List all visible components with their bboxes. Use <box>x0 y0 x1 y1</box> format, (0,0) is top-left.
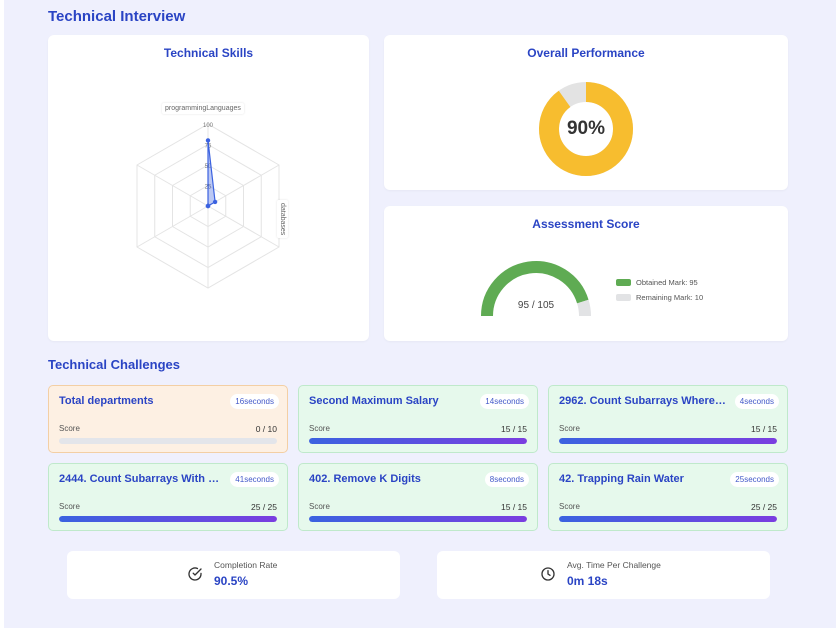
legend-remaining-swatch <box>616 294 631 301</box>
technical-skills-title: Technical Skills <box>163 46 254 60</box>
challenge-card[interactable]: 42. Trapping Rain Water 25seconds Score … <box>548 463 788 531</box>
gauge-obtained-arc <box>481 261 589 317</box>
challenge-score-label: Score <box>59 502 80 511</box>
challenge-card[interactable]: 2962. Count Subarrays Where Max Element … <box>548 385 788 453</box>
challenge-card[interactable]: Second Maximum Salary 14seconds Score 15… <box>298 385 538 453</box>
challenge-title: Second Maximum Salary <box>309 395 439 407</box>
radar-axis-label-programming-languages: programmingLanguages <box>162 103 244 114</box>
challenge-score-label: Score <box>559 424 580 433</box>
challenge-score-label: Score <box>309 502 330 511</box>
challenge-score-label: Score <box>309 424 330 433</box>
completion-rate-value: 90.5% <box>214 574 249 588</box>
page-title: Technical Interview <box>48 8 186 25</box>
challenge-card[interactable]: Total departments 16seconds Score 0 / 10 <box>48 385 288 453</box>
clock-icon <box>541 567 555 581</box>
challenge-score: 15 / 15 <box>751 424 777 434</box>
challenge-time-badge: 14seconds <box>480 394 529 409</box>
page: Technical Interview Technical Skills 100… <box>4 0 836 628</box>
radar-point <box>212 199 218 205</box>
legend-obtained-swatch <box>616 279 631 286</box>
challenge-progress-bar <box>59 438 277 444</box>
avg-time-value: 0m 18s <box>567 574 608 588</box>
avg-time-label: Avg. Time Per Challenge <box>567 560 661 570</box>
assessment-gauge <box>481 261 591 317</box>
challenge-progress-fill <box>309 516 527 522</box>
challenge-time-badge: 16seconds <box>230 394 279 409</box>
assessment-score-value: 95 / 105 <box>517 300 555 311</box>
challenge-card[interactable]: 402. Remove K Digits 8seconds Score 15 /… <box>298 463 538 531</box>
challenge-score-label: Score <box>59 424 80 433</box>
completion-rate-card: Completion Rate 90.5% <box>67 551 400 599</box>
challenge-title: Total departments <box>59 395 154 407</box>
gauge-remaining-arc <box>577 299 591 317</box>
performance-donut <box>539 82 633 176</box>
challenge-score: 25 / 25 <box>751 502 777 512</box>
challenge-title: 2962. Count Subarrays Where Max Element … <box>559 395 727 407</box>
challenge-time-badge: 4seconds <box>734 394 779 409</box>
performance-percent: 90% <box>566 118 606 139</box>
challenge-score-label: Score <box>559 502 580 511</box>
radar-axis-label-databases: databases <box>277 200 288 239</box>
radar-point <box>205 138 211 143</box>
radar-series-area <box>207 140 216 208</box>
challenge-time-badge: 25seconds <box>730 472 779 487</box>
legend-remaining-label: Remaining Mark: 10 <box>636 293 704 302</box>
assessment-score-card: Assessment Score 95 / 105 Obtained Mark:… <box>384 206 788 341</box>
challenge-score: 15 / 15 <box>501 502 527 512</box>
challenge-progress-bar <box>559 516 777 522</box>
technical-challenges-title: Technical Challenges <box>48 357 180 372</box>
challenge-progress-bar <box>309 516 527 522</box>
radar-chart: 100755025 <box>136 123 280 289</box>
completion-rate-label: Completion Rate <box>214 560 278 570</box>
overall-performance-title: Overall Performance <box>527 46 645 60</box>
avg-time-card: Avg. Time Per Challenge 0m 18s <box>437 551 770 599</box>
check-circle-icon <box>188 567 202 581</box>
challenge-progress-fill <box>59 516 277 522</box>
challenge-time-badge: 8seconds <box>484 472 529 487</box>
challenge-progress-bar <box>59 516 277 522</box>
overall-performance-card: Overall Performance 90% <box>384 35 788 190</box>
challenge-score: 15 / 15 <box>501 424 527 434</box>
radar-tick-label: 100 <box>203 123 214 129</box>
challenge-card[interactable]: 2444. Count Subarrays With Fixed Bounds … <box>48 463 288 531</box>
radar-spoke <box>207 164 280 207</box>
challenge-score: 25 / 25 <box>251 502 277 512</box>
legend-obtained: Obtained Mark: 95 <box>616 278 698 287</box>
challenge-time-badge: 41seconds <box>230 472 279 487</box>
performance-donut-fill <box>539 82 633 176</box>
radar-spoke <box>136 205 209 248</box>
challenge-title: 2444. Count Subarrays With Fixed Bounds <box>59 473 222 485</box>
radar-spoke <box>136 164 209 207</box>
challenge-progress-fill <box>559 438 777 444</box>
assessment-score-title: Assessment Score <box>532 217 640 231</box>
challenge-progress-fill <box>559 516 777 522</box>
technical-skills-card: Technical Skills 100755025 programmingLa… <box>48 35 369 341</box>
radar-point <box>205 203 211 209</box>
legend-obtained-label: Obtained Mark: 95 <box>636 278 698 287</box>
radar-spoke <box>207 205 280 248</box>
challenge-title: 42. Trapping Rain Water <box>559 473 684 485</box>
legend-remaining: Remaining Mark: 10 <box>616 293 703 302</box>
challenge-progress-bar <box>309 438 527 444</box>
challenge-title: 402. Remove K Digits <box>309 473 421 485</box>
challenge-score: 0 / 10 <box>255 424 277 434</box>
challenge-progress-fill <box>309 438 527 444</box>
challenge-progress-bar <box>559 438 777 444</box>
